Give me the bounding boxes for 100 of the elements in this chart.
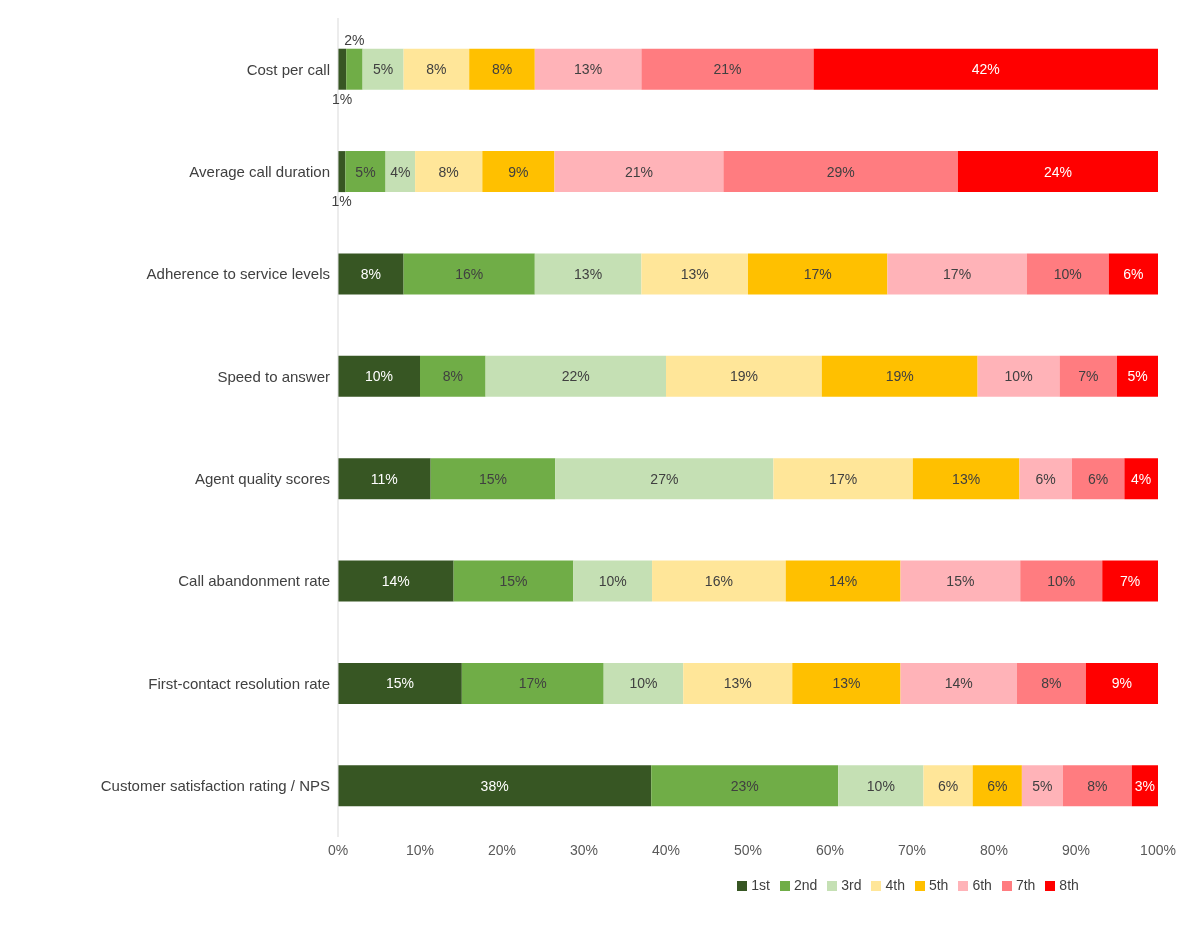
data-label: 16% [455,265,484,282]
data-label: 23% [730,777,759,794]
data-label: 14% [829,573,858,590]
bar [1021,765,1063,807]
data-label: 29% [826,163,855,180]
y-tick-label: Adherence to service levels [146,265,330,283]
legend-label: 7th [1015,877,1036,893]
data-label: 9% [508,163,529,180]
bar [666,355,822,397]
y-tick-label: Cost per call [246,60,330,78]
data-label: 15% [478,470,507,487]
data-label: 38% [480,777,509,794]
x-tick-label: 20% [487,841,517,858]
data-label: 17% [518,675,547,692]
bar [1085,662,1158,704]
data-label: 8% [491,61,513,78]
bar [923,765,973,807]
data-label: 19% [729,368,758,385]
bar [773,458,913,500]
data-label: 10% [629,675,658,692]
bar [838,765,924,807]
data-label: 7% [1078,368,1099,385]
data-label: 17% [943,265,972,282]
y-tick-label: First-contact resolution rate [148,674,330,692]
data-label: 10% [598,573,627,590]
data-label: 21% [713,61,742,78]
x-tick-label: 10% [405,841,435,858]
data-label: 17% [803,265,832,282]
bar [683,662,793,704]
data-label: 13% [832,675,861,692]
bar [900,560,1021,602]
data-label: 8% [438,163,459,180]
data-label: 24% [1043,163,1072,180]
data-label: 8% [360,265,381,282]
data-label: 13% [574,265,603,282]
data-label: 13% [574,61,603,78]
data-label: 6% [1035,470,1056,487]
bar [813,48,1158,90]
bar [900,662,1017,704]
bar [912,458,1020,500]
data-label: 42% [971,61,1000,78]
bar [1026,253,1109,295]
data-label: 1% [331,90,353,107]
bar [1059,355,1117,397]
x-tick-label: 30% [569,841,599,858]
y-tick-label: Average call duration [189,162,330,180]
data-label: 13% [952,470,981,487]
bar [1124,458,1158,500]
bar [534,48,642,90]
data-label: 13% [680,265,709,282]
bar [345,151,386,193]
data-label: 4% [390,163,411,180]
data-label: 10% [364,368,394,385]
bar [603,662,684,704]
bar [785,560,901,602]
data-label: 16% [704,573,733,590]
legend-label: 3rd [841,877,862,893]
bar [453,560,574,602]
x-tick-label: 90% [1061,841,1091,858]
data-label: 3% [1134,777,1155,794]
bar [748,253,888,295]
bar [1016,662,1086,704]
legend-label: 6th [972,877,992,893]
bar [469,48,535,90]
data-label: 10% [1053,265,1082,282]
data-label: 21% [624,163,653,180]
bar [338,458,431,500]
bar [957,151,1158,193]
bar [555,458,774,500]
bar [338,253,404,295]
bar [362,48,404,90]
data-label: 19% [885,368,914,385]
bar [977,355,1060,397]
data-label: 10% [866,777,895,794]
x-tick-label: 50% [733,841,763,858]
bar [1019,458,1072,500]
data-label: 15% [385,675,414,692]
data-label: 13% [723,675,752,692]
data-label: 5% [1127,368,1148,385]
bar [338,355,420,397]
bar [534,253,642,295]
data-label: 1% [331,193,352,210]
data-label: 17% [829,470,858,487]
data-label: 15% [946,573,975,590]
x-tick-label: 80% [979,841,1009,858]
bar [887,253,1027,295]
bar [554,151,724,193]
bar [651,765,839,807]
bar [972,765,1022,807]
legend-label: 1st [751,877,770,893]
data-label: 6% [987,777,1008,794]
bar [821,355,978,397]
data-label: 8% [442,368,463,385]
legend-label: 5th [928,877,949,893]
y-tick-label: Customer satisfaction rating / NPS [100,777,330,795]
data-label: 11% [370,470,398,487]
bar [1071,458,1125,500]
data-label: 8% [426,61,447,78]
bar [1108,253,1158,295]
bar [1117,355,1158,397]
